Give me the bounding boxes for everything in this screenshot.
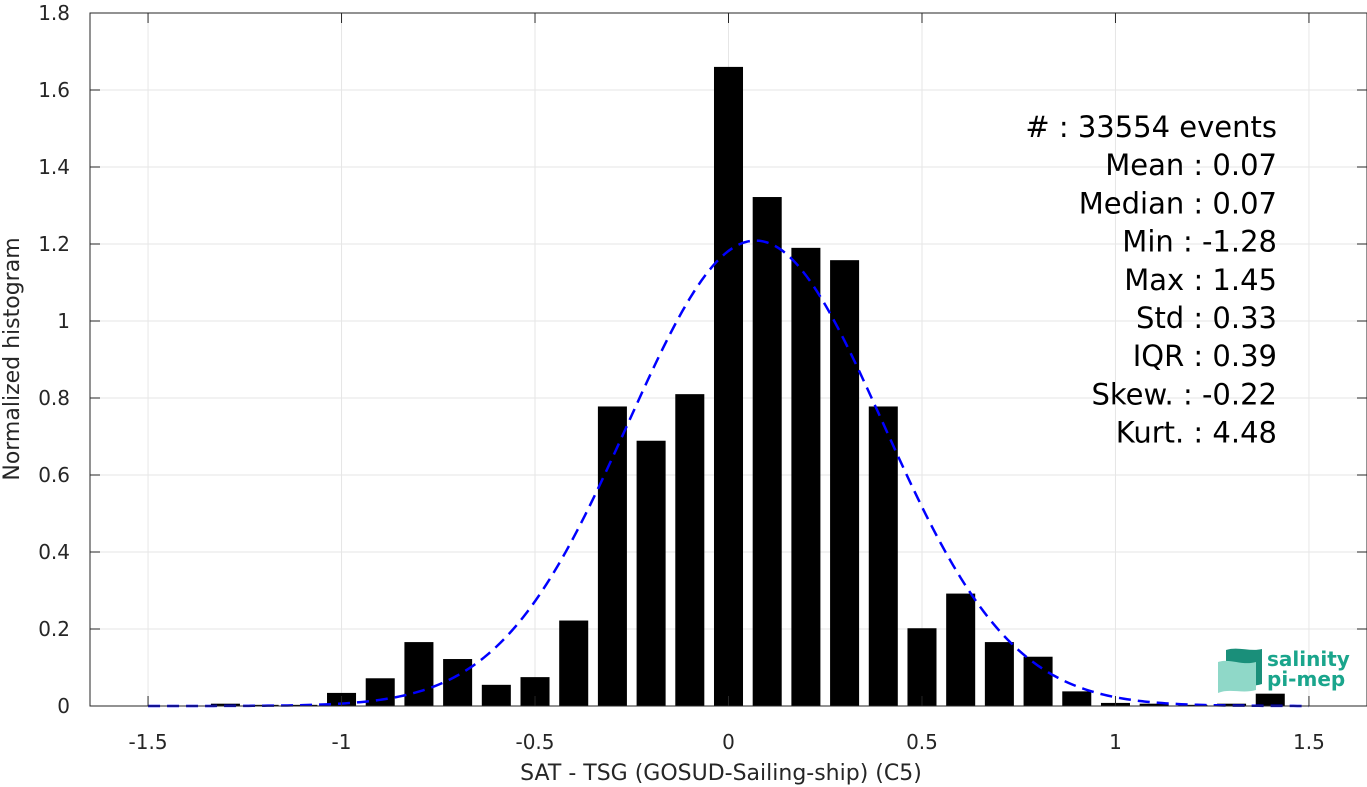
histogram-bar [984,642,1014,706]
stat-line: Std : 0.33 [1136,301,1277,335]
logo-text-line1: salinity [1267,647,1350,671]
histogram-bar [675,394,705,706]
y-tick-label: 1.4 [38,155,70,179]
histogram-bar [868,406,898,706]
stat-line: Skew. : -0.22 [1091,377,1277,411]
y-tick-label: 0 [57,694,70,718]
x-tick-label: 0 [722,730,735,754]
salinity-pi-mep-logo: salinity pi-mep [1218,647,1350,693]
x-tick-label: 0.5 [906,730,938,754]
logo-wave-icon-front [1218,660,1256,693]
histogram-bar [1255,693,1285,706]
histogram-bar [1023,656,1053,706]
histogram-bar [404,642,434,706]
histogram-bar [713,66,744,706]
x-tick-label: 1 [1109,730,1122,754]
x-axis-label: SAT - TSG (GOSUD-Sailing-ship) (C5) [520,761,922,786]
statistics-annotation: # : 33554 events Mean : 0.07 Median : 0.07… [1025,110,1277,450]
histogram-bar [559,620,589,706]
stat-line: Kurt. : 4.48 [1116,416,1277,450]
x-tick-labels: -1.5 -1 -0.5 0 0.5 1 1.5 [129,730,1325,754]
histogram-bar [1139,703,1169,706]
y-tick-label: 0.8 [38,386,70,410]
histogram-bar [443,659,473,706]
stat-line: Max : 1.45 [1124,263,1277,297]
x-tick-label: -1 [332,730,352,754]
histogram-bar [481,684,511,706]
histogram-bar [752,197,782,706]
x-tick-label: -1.5 [129,730,168,754]
stat-line: # : 33554 events [1025,110,1277,144]
y-tick-label: 0.6 [38,463,70,487]
stat-line: Mean : 0.07 [1105,148,1277,182]
histogram-bar [791,247,821,706]
y-tick-label: 1.8 [38,1,70,25]
histogram-bar [636,440,666,706]
histogram-bar [907,628,937,706]
stat-line: Median : 0.07 [1079,186,1277,220]
y-axis-label: Normalized histogram [0,237,25,480]
y-tick-label: 1.2 [38,232,70,256]
x-tick-label: 1.5 [1293,730,1325,754]
stat-line: IQR : 0.39 [1133,339,1277,373]
y-tick-label: 1.6 [38,78,70,102]
y-tick-label: 0.4 [38,540,70,564]
histogram-bar [1062,691,1092,706]
stat-line: Min : -1.28 [1122,225,1277,259]
histogram-bar [830,260,860,706]
histogram-bars [210,66,1285,706]
y-tick-label: 0.2 [38,617,70,641]
histogram-bar [365,678,395,706]
y-tick-label: 1 [57,309,70,333]
logo-text-line2: pi-mep [1267,667,1345,691]
histogram-bar [1217,703,1247,706]
histogram-bar [946,593,976,706]
axes-frame [89,12,1367,707]
x-tick-label: -0.5 [515,730,554,754]
histogram-bar [1178,704,1208,706]
histogram-bar [597,406,627,706]
y-tick-labels: 0 0.2 0.4 0.6 0.8 1 1.2 1.4 1.6 1.8 [38,1,70,718]
